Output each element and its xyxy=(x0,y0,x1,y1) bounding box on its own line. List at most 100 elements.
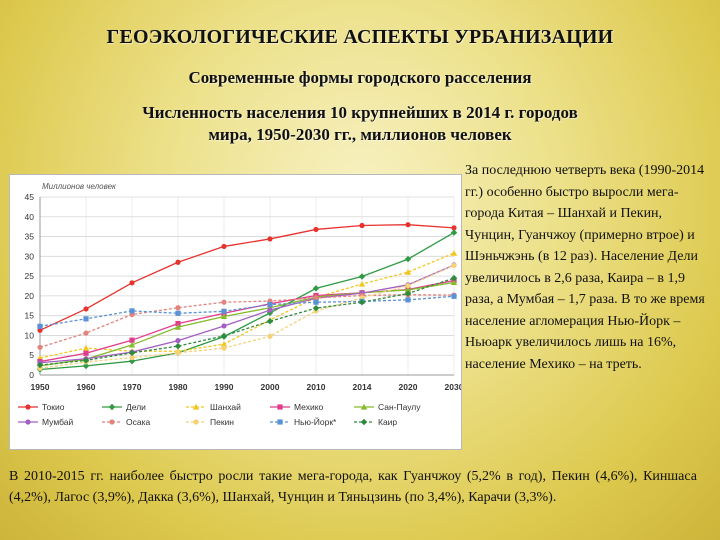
series-1-point xyxy=(358,273,366,280)
series-8-point xyxy=(451,293,457,299)
legend-label: Сан-Паулу xyxy=(378,402,421,412)
series-8-line xyxy=(39,295,455,327)
legend-label: Шанхай xyxy=(210,402,241,412)
x-tick-label: 2030 xyxy=(445,382,461,392)
y-tick-label: 20 xyxy=(25,291,35,301)
series-5-point xyxy=(221,323,227,329)
series-0-point xyxy=(83,306,89,312)
legend-label: Дели xyxy=(126,402,146,412)
y-tick-label: 15 xyxy=(25,311,35,321)
series-5-point xyxy=(175,337,181,344)
series-8-point xyxy=(175,310,181,316)
legend-label: Мехико xyxy=(294,402,324,412)
legend-label: Каир xyxy=(378,417,397,427)
series-3-point xyxy=(129,337,135,343)
series-8-point xyxy=(83,316,89,322)
legend-swatch-marker xyxy=(360,418,368,426)
series-9-point xyxy=(128,349,136,357)
series-1-point xyxy=(82,362,90,370)
series-0-point xyxy=(267,236,273,242)
series-6-point xyxy=(221,299,227,305)
series-2-line xyxy=(39,252,455,359)
chart-heading-line-1: Численность населения 10 крупнейших в 20… xyxy=(142,103,578,122)
series-6-point xyxy=(37,344,43,350)
series-6-line xyxy=(39,294,455,348)
series-2-point xyxy=(450,249,458,256)
series-9-point xyxy=(312,304,320,312)
series-0-point xyxy=(451,225,457,231)
series-0-point xyxy=(359,222,365,229)
series-3-line xyxy=(39,279,455,363)
y-axis-label: Миллионов человек xyxy=(42,182,117,191)
chart-heading: Численность населения 10 крупнейших в 20… xyxy=(60,102,660,146)
legend-swatch-marker xyxy=(360,403,368,410)
series-7-point xyxy=(221,345,227,351)
bottom-description: В 2010-2015 гг. наиболее быстро росли та… xyxy=(9,469,697,505)
series-0-point xyxy=(405,222,411,228)
series-9-point xyxy=(450,274,458,282)
x-tick-label: 1950 xyxy=(31,382,50,392)
series-1-point xyxy=(450,229,458,236)
x-tick-label: 2014 xyxy=(353,382,372,392)
y-tick-label: 25 xyxy=(25,271,35,281)
x-tick-label: 1980 xyxy=(169,382,188,392)
x-tick-label: 2010 xyxy=(307,382,326,392)
series-6-point xyxy=(83,330,89,336)
series-2-point xyxy=(220,340,228,347)
legend-label: Пекин xyxy=(210,417,234,427)
series-6-point xyxy=(313,295,319,301)
series-3-point xyxy=(175,320,181,327)
series-7-point xyxy=(405,283,411,289)
legend-swatch-marker xyxy=(108,403,116,411)
x-tick-label: 1960 xyxy=(77,382,96,392)
chart-heading-line-2: мира, 1950-2030 гг., миллионов человек xyxy=(208,125,512,144)
legend-swatch-marker xyxy=(109,419,115,425)
series-9-point xyxy=(404,290,412,297)
side-description: За последнюю четверть века (1990-2014 гг… xyxy=(465,163,705,372)
series-8-point xyxy=(37,323,43,329)
y-tick-label: 30 xyxy=(25,251,35,261)
y-tick-label: 35 xyxy=(25,232,35,242)
series-5-line xyxy=(39,264,455,364)
series-9-line xyxy=(39,277,455,366)
x-tick-label: 1970 xyxy=(123,382,142,392)
series-7-point xyxy=(267,333,273,339)
y-tick-label: 40 xyxy=(25,212,35,222)
series-8-point xyxy=(129,308,135,314)
x-tick-label: 1990 xyxy=(215,382,234,392)
series-7-point xyxy=(451,262,457,269)
legend-swatch-marker xyxy=(192,403,200,410)
series-7-line xyxy=(39,264,455,369)
legend-label: Осака xyxy=(126,417,150,427)
series-0-point xyxy=(129,280,135,286)
series-4-point xyxy=(450,279,458,286)
y-tick-label: 5 xyxy=(29,350,34,360)
series-8-point xyxy=(405,297,411,303)
x-tick-label: 2020 xyxy=(399,382,418,392)
series-1-point xyxy=(312,285,320,292)
series-2-point xyxy=(358,280,366,287)
page-title: ГЕОЭКОЛОГИЧЕСКИЕ АСПЕКТЫ УРБАНИЗАЦИИ xyxy=(106,26,614,48)
series-4-point xyxy=(404,286,412,293)
population-chart-svg: Миллионов человек 0 5 10 15 20 25 30 35 40 45 1950 1… xyxy=(18,182,461,427)
series-2-point xyxy=(82,344,90,351)
series-2-point xyxy=(404,268,412,275)
series-5-point xyxy=(267,307,273,313)
legend-swatch-marker xyxy=(193,419,199,425)
legend-label: Токио xyxy=(42,402,65,412)
series-8-point xyxy=(313,299,319,305)
series-0-point xyxy=(175,259,181,265)
series-1-line xyxy=(39,232,455,371)
series-0-point xyxy=(37,327,43,333)
series-4-point xyxy=(174,323,182,330)
series-3-point xyxy=(83,350,89,356)
series-4-point xyxy=(128,341,136,348)
population-chart: Миллионов человек 0 5 10 15 20 25 30 35 40 45 1950 1… xyxy=(9,174,462,450)
series-0-point xyxy=(313,226,319,233)
y-tick-label: 45 xyxy=(25,192,35,202)
series-4-point xyxy=(220,313,228,320)
series-9-point xyxy=(358,299,366,306)
y-tick-label: 10 xyxy=(25,330,35,340)
legend-swatch-marker xyxy=(25,404,31,410)
series-9-point xyxy=(266,318,274,325)
